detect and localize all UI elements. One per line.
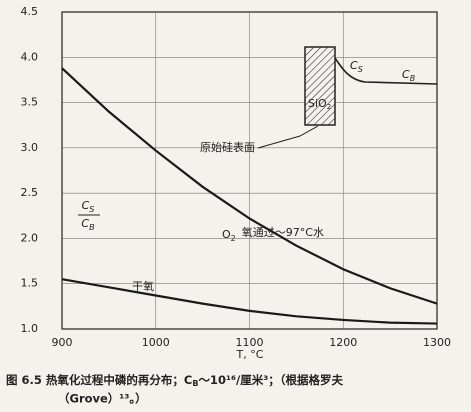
y-tick-label: 3.5: [21, 96, 39, 109]
cb-main: C: [402, 68, 410, 81]
wet-sub: 2: [231, 234, 236, 243]
curve: [61, 67, 438, 305]
wet-o: O: [222, 228, 231, 241]
y-tick-label: 2.5: [21, 186, 39, 199]
ylabel-num: CS: [82, 199, 95, 214]
sio2: SiO2: [308, 97, 331, 111]
wet-rest: 氧通过～97°C水: [242, 225, 324, 239]
x-tick-label: 1100: [236, 336, 264, 349]
plot-frame: [61, 11, 438, 330]
sio2-main: SiO: [308, 97, 327, 110]
cs-main: C: [350, 59, 358, 72]
ylabel-den-sub: B: [89, 223, 95, 232]
grid-layer: [61, 11, 438, 330]
y-tick-label: 4.0: [21, 50, 39, 63]
surface-arrow: [257, 125, 319, 149]
caption-a: 图 6.5 热氧化过程中磷的再分布；C: [6, 373, 192, 387]
inset-profile: [334, 57, 438, 85]
surface-label: 原始硅表面: [200, 140, 255, 154]
sio2-sub: 2: [327, 103, 331, 111]
caption-line2: （Grove）¹³。）: [58, 392, 147, 406]
cb-sub: B: [410, 74, 416, 83]
oxide-hatch: [305, 47, 335, 125]
x-axis-label: T, °C: [236, 348, 264, 361]
y-tick-label: 1.5: [21, 277, 39, 290]
y-tick-label: 4.5: [21, 5, 39, 18]
wet-label: O2 氧通过～97°C水: [222, 225, 324, 243]
ylabel-den-main: C: [81, 217, 89, 230]
curve: [61, 278, 438, 325]
x-tick-label: 1200: [329, 336, 357, 349]
x-tick-label: 1000: [142, 336, 170, 349]
dry-label: 干氧: [132, 279, 154, 293]
y-tick-label: 1.0: [21, 322, 39, 335]
caption-sub: B: [192, 379, 198, 388]
x-tick-label: 1300: [423, 336, 451, 349]
x-tick-label: 900: [52, 336, 73, 349]
inset-cb: CB: [402, 68, 415, 83]
ylabel-num-main: C: [82, 199, 90, 212]
cs-sub: S: [358, 65, 363, 74]
ylabel-num-sub: S: [89, 205, 94, 214]
y-tick-label: 3.0: [21, 141, 39, 154]
caption-b: ～10¹⁶/厘米³；（根据格罗夫: [198, 373, 343, 387]
inset-cs: CS: [350, 59, 363, 74]
caption-line1: 图 6.5 热氧化过程中磷的再分布；CB～10¹⁶/厘米³；（根据格罗夫: [6, 373, 344, 388]
y-tick-label: 2.0: [21, 231, 39, 244]
ylabel-den: CB: [81, 217, 94, 232]
